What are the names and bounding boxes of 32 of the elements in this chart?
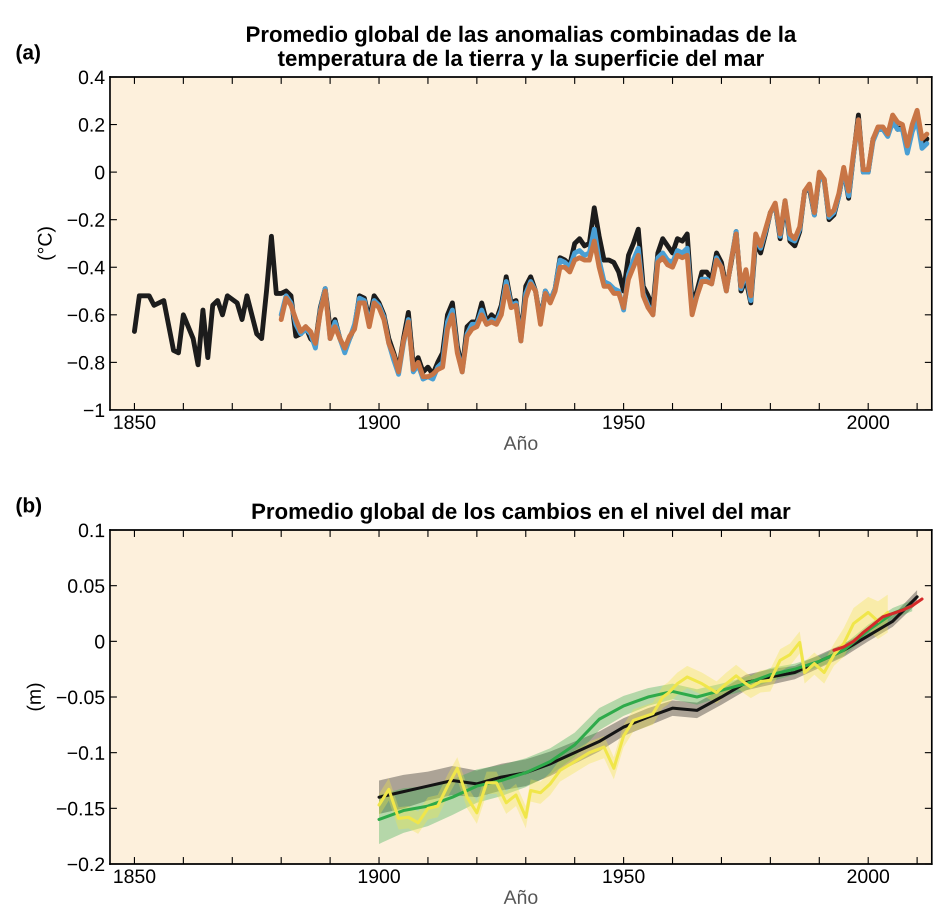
x-tick-label: 1850 bbox=[114, 869, 156, 884]
x-tick-label: 1850 bbox=[114, 415, 156, 430]
x-tick-label: 1900 bbox=[358, 869, 400, 884]
y-tick-label: −0.6 bbox=[68, 308, 104, 322]
text: (a) bbox=[16, 44, 40, 64]
y-tick-label: −0.8 bbox=[68, 356, 104, 370]
y-axis-title: (°C) bbox=[37, 227, 56, 260]
y-tick-label: −0.1 bbox=[68, 746, 104, 760]
x-axis-title: Año bbox=[504, 436, 538, 450]
y-tick-label: 0.2 bbox=[78, 118, 104, 132]
x-tick-label: 1950 bbox=[603, 869, 644, 884]
y-tick-label: −0.2 bbox=[68, 857, 104, 872]
y-tick-label: −0.2 bbox=[68, 213, 104, 227]
y-tick-label: 0.1 bbox=[78, 523, 104, 538]
y-tick-label: 0.05 bbox=[68, 579, 104, 593]
y-tick-label: 0.4 bbox=[78, 70, 105, 84]
y-tick-label: 0 bbox=[95, 634, 104, 649]
text: (b) bbox=[16, 497, 42, 517]
x-tick-label: 2000 bbox=[848, 415, 890, 430]
x-tick-label: 2000 bbox=[848, 869, 890, 884]
y-tick-label: −0.05 bbox=[56, 690, 104, 704]
chart-title: Promedio global de los cambios en el nivel del mar bbox=[252, 502, 790, 524]
line-series bbox=[832, 598, 924, 652]
x-tick-label: 1900 bbox=[358, 415, 400, 430]
y-tick-label: 0 bbox=[95, 166, 104, 180]
y-tick-label: −0.4 bbox=[68, 260, 105, 274]
y-tick-label: −0.15 bbox=[56, 802, 104, 816]
chart-title: Promedio global de las anomalias combinadas de la temperatura de la tierra y la superficie del mar bbox=[247, 26, 796, 70]
x-tick-label: 1950 bbox=[603, 415, 644, 430]
y-tick-label: −1 bbox=[84, 404, 104, 417]
x-axis-title: Año bbox=[504, 890, 538, 904]
y-axis-title: (m) bbox=[26, 684, 45, 710]
